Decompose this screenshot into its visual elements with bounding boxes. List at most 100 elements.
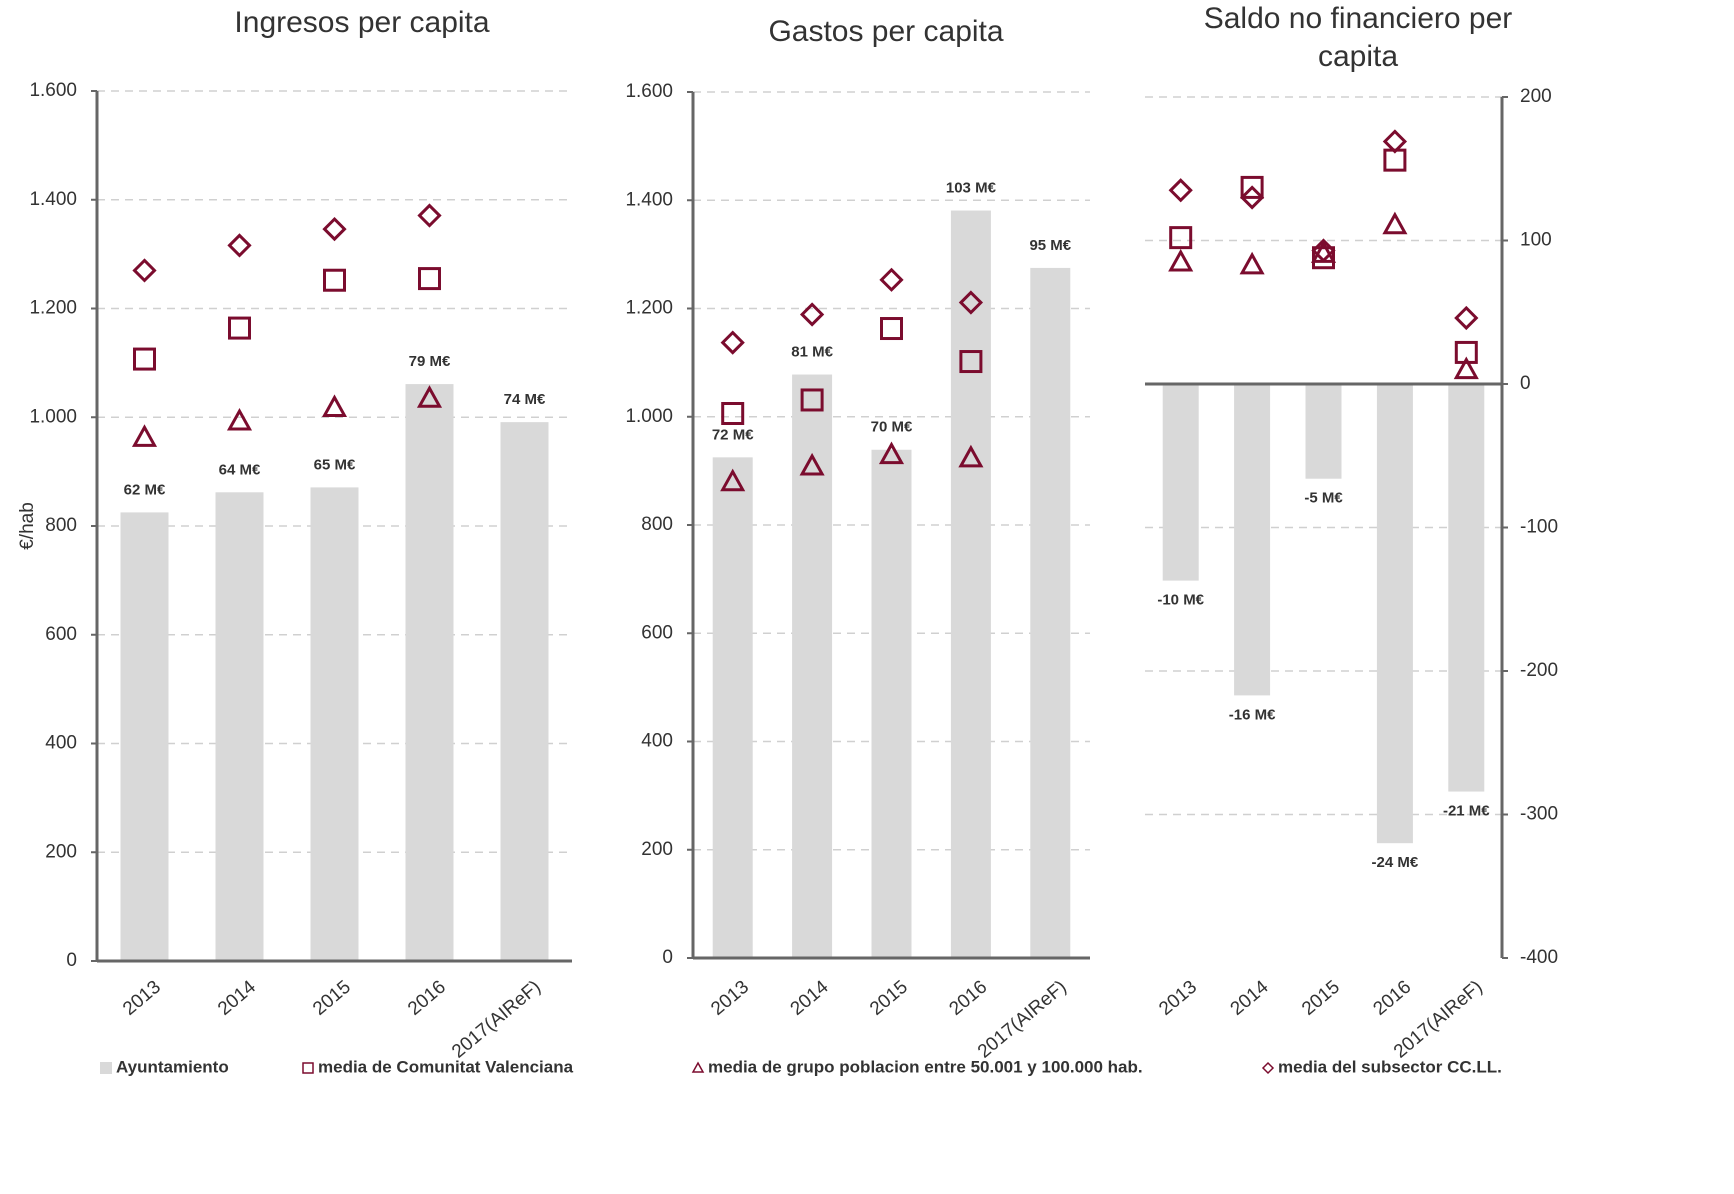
marker-triangle xyxy=(1168,248,1194,272)
marker-diamond xyxy=(227,233,252,258)
bar xyxy=(215,492,264,961)
y-tick-label: 1.400 xyxy=(29,189,77,210)
bar xyxy=(950,210,991,958)
bar xyxy=(1376,384,1413,844)
y-tick-label: 1.000 xyxy=(29,406,77,427)
x-tick-label: 2014 xyxy=(1227,976,1273,1020)
y-tick-label: -100 xyxy=(1520,517,1558,538)
bar xyxy=(1448,384,1485,792)
x-tick-label: 2016 xyxy=(945,977,991,1020)
marker-diamond xyxy=(799,302,825,327)
marker-triangle xyxy=(416,385,443,408)
y-axis-label: €/hab xyxy=(17,502,38,550)
legend-swatch xyxy=(100,1062,112,1074)
bar-annotation: 65 M€ xyxy=(314,456,356,473)
y-tick-label: 800 xyxy=(45,515,77,536)
x-tick-label: 2015 xyxy=(866,977,912,1020)
legend-label: media de Comunitat Valenciana xyxy=(318,1057,574,1076)
y-tick-label: 200 xyxy=(45,841,77,862)
x-tick-label: 2017(AIReF) xyxy=(448,977,545,1063)
bar xyxy=(1030,267,1071,958)
y-tick-label: 600 xyxy=(45,624,77,645)
marker-square xyxy=(418,267,441,291)
marker-square xyxy=(1312,246,1335,270)
y-tick-label: 0 xyxy=(1520,373,1531,394)
marker-diamond xyxy=(1454,305,1479,331)
bar xyxy=(712,457,753,958)
bar xyxy=(1234,384,1271,696)
chart-title: Saldo no financiero per capita xyxy=(1203,2,1513,73)
y-tick-label: 1.000 xyxy=(625,406,673,427)
legend-marker xyxy=(691,1061,705,1073)
marker-square xyxy=(721,402,745,426)
y-tick-label: 1.600 xyxy=(625,81,673,102)
marker-diamond xyxy=(132,258,157,283)
y-tick-label: 800 xyxy=(641,514,673,535)
bar-annotation: 62 M€ xyxy=(124,481,166,498)
x-tick-label: 2016 xyxy=(404,977,450,1020)
bar xyxy=(871,449,912,958)
marker-triangle xyxy=(321,394,348,417)
bar-annotation: 81 M€ xyxy=(791,344,833,361)
legend-label: media de grupo poblacion entre 50.001 y … xyxy=(708,1057,1143,1076)
y-tick-label: 100 xyxy=(1520,230,1552,251)
bar-annotation: -10 M€ xyxy=(1157,592,1204,609)
bar-annotation: 79 M€ xyxy=(409,353,451,370)
y-tick-label: 1.600 xyxy=(29,80,77,101)
x-tick-label: 2015 xyxy=(309,977,355,1020)
y-tick-label: -300 xyxy=(1520,804,1558,825)
marker-triangle xyxy=(878,441,905,465)
y-tick-label: 400 xyxy=(641,731,673,752)
y-tick-label: 1.200 xyxy=(29,298,77,319)
x-tick-label: 2013 xyxy=(707,977,753,1020)
y-tick-label: 0 xyxy=(66,950,77,971)
bar xyxy=(120,512,169,961)
marker-square xyxy=(800,388,824,412)
x-tick-label: 2014 xyxy=(214,976,260,1020)
marker-diamond xyxy=(720,330,745,355)
bar xyxy=(792,374,833,959)
y-tick-label: 1.400 xyxy=(625,189,673,210)
bar-annotation: 64 M€ xyxy=(219,461,261,478)
marker-triangle xyxy=(226,407,253,431)
y-tick-label: -400 xyxy=(1520,947,1558,968)
marker-triangle xyxy=(720,468,746,492)
bar xyxy=(310,487,359,961)
bar-annotation: 72 M€ xyxy=(712,426,754,443)
bar-annotation: 95 M€ xyxy=(1029,237,1071,254)
y-tick-label: -200 xyxy=(1520,660,1558,681)
marker-diamond xyxy=(1239,185,1265,210)
marker-square xyxy=(959,350,983,374)
marker-triangle xyxy=(1382,211,1408,235)
legend-marker xyxy=(1261,1061,1275,1075)
marker-diamond xyxy=(1382,129,1408,154)
marker-square xyxy=(880,317,903,341)
y-tick-label: 200 xyxy=(641,839,673,860)
y-tick-label: 400 xyxy=(45,733,77,754)
y-tick-label: 0 xyxy=(662,947,673,968)
x-tick-label: 2013 xyxy=(119,977,165,1020)
x-tick-label: 2016 xyxy=(1369,977,1415,1020)
marker-triangle xyxy=(1239,251,1265,275)
y-tick-label: 1.200 xyxy=(625,298,673,319)
marker-square xyxy=(1240,175,1264,199)
marker-diamond xyxy=(1168,178,1193,203)
marker-diamond xyxy=(417,203,442,228)
y-tick-label: 600 xyxy=(641,622,673,643)
marker-triangle xyxy=(958,444,984,468)
y-tick-label: 200 xyxy=(1520,86,1552,107)
legend-marker xyxy=(302,1062,314,1074)
marker-triangle xyxy=(799,452,825,476)
marker-diamond xyxy=(1311,238,1336,263)
marker-triangle xyxy=(1453,356,1479,380)
chart-title: Gastos per capita xyxy=(768,15,1004,48)
legend-label: media del subsector CC.LL. xyxy=(1278,1057,1502,1076)
chart-title: Ingresos per capita xyxy=(234,6,490,39)
bar-annotation: 70 M€ xyxy=(871,419,913,436)
x-tick-label: 2015 xyxy=(1298,977,1344,1020)
bar xyxy=(1305,384,1342,479)
marker-diamond xyxy=(958,290,984,315)
marker-diamond xyxy=(322,216,347,242)
bar-annotation: -21 M€ xyxy=(1443,803,1490,820)
